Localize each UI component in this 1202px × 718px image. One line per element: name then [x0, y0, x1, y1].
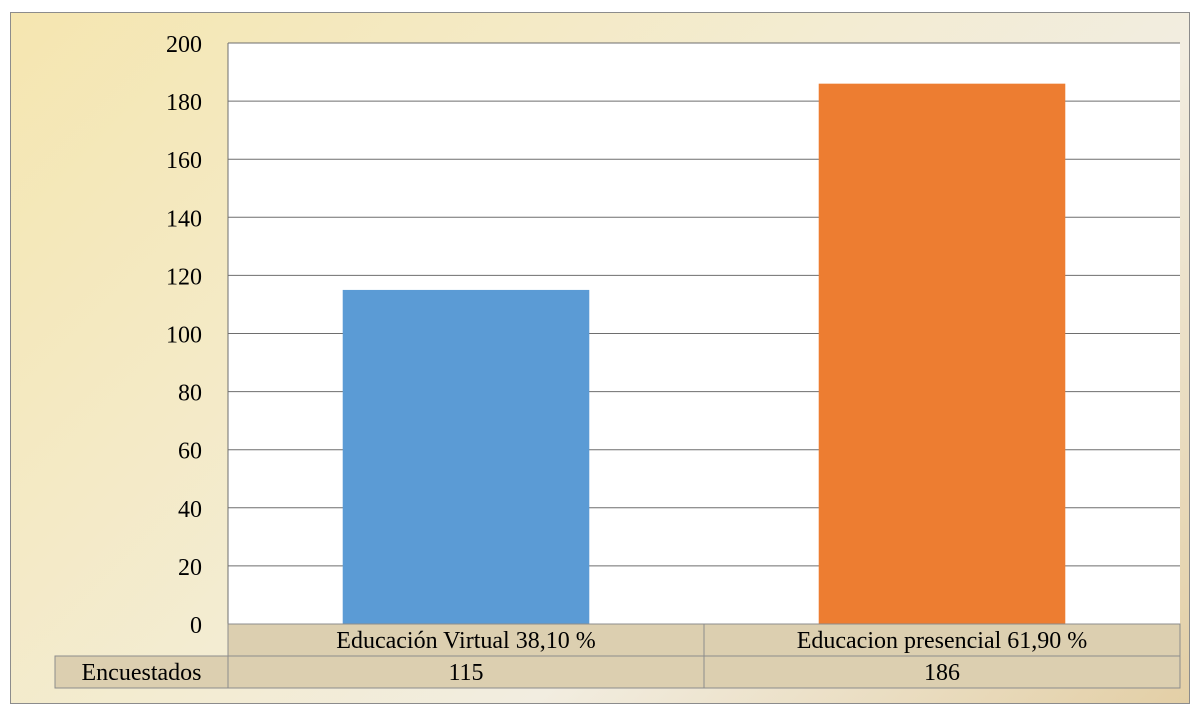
bar-2 — [818, 83, 1066, 625]
y-tick-label: 180 — [166, 90, 202, 116]
table-label-cell — [54, 655, 229, 689]
y-tick-label: 140 — [166, 206, 202, 232]
y-tick-label: 160 — [166, 148, 202, 174]
data-table-value: 186 — [924, 660, 960, 686]
data-table: Educación Virtual 38,10 % 115 Educacion pr… — [54, 623, 1181, 689]
y-tick-label: 60 — [178, 439, 202, 465]
category-label: Educacion presencial 61,90 % — [797, 628, 1088, 654]
y-tick-label: 120 — [166, 264, 202, 290]
category-label: Educación Virtual 38,10 % — [336, 628, 595, 654]
bar-1 — [342, 289, 590, 624]
y-tick-label: 80 — [178, 381, 202, 407]
y-tick-label: 100 — [166, 323, 202, 349]
y-tick-layer: 0 20 40 60 80 100 120 140 160 180 200 — [166, 32, 202, 639]
y-tick-label: 0 — [190, 613, 202, 639]
data-table-value: 115 — [448, 660, 483, 686]
y-tick-label: 20 — [178, 555, 202, 581]
y-tick-label: 40 — [178, 497, 202, 523]
bar-layer — [342, 83, 1066, 625]
y-tick-label: 200 — [166, 32, 202, 58]
data-table-row-label: Encuestados — [82, 660, 202, 686]
